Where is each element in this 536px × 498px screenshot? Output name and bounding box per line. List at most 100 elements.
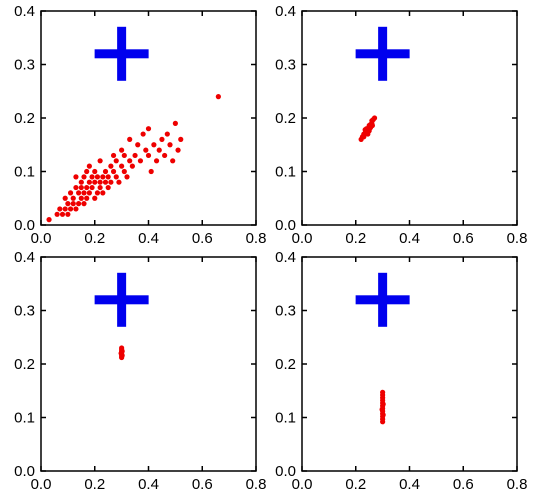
scatter-point xyxy=(62,195,68,201)
x-tick-label: 0.0 xyxy=(31,476,52,493)
x-tick-label: 0.8 xyxy=(507,230,528,247)
scatter-point xyxy=(92,168,98,175)
scatter-point xyxy=(46,217,52,223)
scatter-point xyxy=(178,136,184,142)
y-tick-label: 0.4 xyxy=(14,249,35,266)
scatter-point xyxy=(379,406,385,413)
y-tick-label: 0.3 xyxy=(14,303,35,320)
x-tick-label: 0.4 xyxy=(138,230,159,247)
y-tick-label: 0.0 xyxy=(275,217,296,234)
plot-frame xyxy=(40,10,257,226)
scatter-point xyxy=(102,179,109,185)
scatter-point xyxy=(97,179,103,185)
y-tick-label: 0.4 xyxy=(275,3,296,20)
scatter-point xyxy=(102,168,109,175)
scatter-point xyxy=(137,158,144,164)
scatter-point xyxy=(121,152,127,159)
scatter-point xyxy=(162,152,168,159)
x-tick-label: 0.2 xyxy=(345,476,366,493)
scatter-point xyxy=(59,211,66,217)
scatter-point xyxy=(129,163,135,169)
chart-panel-2: 0.0 0.2 0.4 0.6 0.8 0.0 0.1 0.2 0.3 0.4 xyxy=(275,3,527,247)
scatter-point xyxy=(86,179,92,185)
chart-panel-3: 0.0 0.2 0.4 0.6 0.8 0.0 0.1 0.2 0.3 0.4 xyxy=(14,249,266,493)
y-tick-label: 0.3 xyxy=(275,57,296,74)
scatter-point xyxy=(78,179,84,185)
plus-marker-vertical xyxy=(117,26,127,81)
x-tick-label: 0.0 xyxy=(31,230,52,247)
scatter-point xyxy=(156,147,162,153)
scatter-point xyxy=(127,158,133,164)
x-tick-label: 0.6 xyxy=(192,230,213,247)
scatter-point xyxy=(151,142,157,148)
y-tick-label: 0.3 xyxy=(14,57,35,74)
x-tick-label: 0.6 xyxy=(453,476,474,493)
scatter-point xyxy=(127,136,133,142)
scatter-point xyxy=(94,174,101,180)
y-tick-label: 0.4 xyxy=(275,249,296,266)
scatter-point xyxy=(78,184,84,191)
scatter-point xyxy=(145,126,152,132)
scatter-point xyxy=(97,184,103,191)
scatter-point xyxy=(73,184,79,191)
plus-marker-icon xyxy=(94,272,149,327)
scatter-point xyxy=(105,184,111,191)
scatter-point xyxy=(116,179,122,185)
scatter-point xyxy=(54,211,60,217)
scatter-point xyxy=(361,134,367,140)
x-tick-label: 0.6 xyxy=(453,230,474,247)
y-tick-label: 0.1 xyxy=(14,410,35,427)
scatter-point xyxy=(170,158,176,164)
plus-marker-vertical xyxy=(378,26,388,81)
x-tick-label: 0.4 xyxy=(399,230,420,247)
scatter-point xyxy=(175,147,181,153)
x-tick-label: 0.8 xyxy=(507,476,528,493)
scatter-point xyxy=(148,168,154,175)
scatter-point xyxy=(369,122,376,129)
scatter-point xyxy=(81,201,87,207)
y-tick-label: 0.1 xyxy=(275,164,296,181)
scatter-point xyxy=(94,190,101,196)
scatter-point xyxy=(84,168,90,175)
scatter-point xyxy=(76,190,82,196)
scatter-point xyxy=(57,206,63,212)
scatter-point xyxy=(73,206,79,212)
scatter-point xyxy=(153,158,160,164)
plot-frame xyxy=(301,256,518,472)
scatter-point xyxy=(121,168,127,175)
scatter-point xyxy=(159,136,165,142)
scatter-point xyxy=(113,158,119,164)
scatter-point xyxy=(78,195,84,201)
scatter-point xyxy=(89,184,95,191)
plus-marker-icon xyxy=(94,26,149,81)
scatter-point xyxy=(86,163,92,169)
y-tick-label: 0.2 xyxy=(14,356,35,373)
scatter-point xyxy=(167,142,173,148)
scatter-point xyxy=(67,190,74,196)
plus-marker-icon xyxy=(355,272,410,327)
x-tick-label: 0.2 xyxy=(84,230,105,247)
plot-frame xyxy=(40,256,257,472)
scatter-point xyxy=(73,174,79,180)
plus-marker-vertical xyxy=(117,272,127,327)
scatter-point xyxy=(84,195,90,201)
scatter-point xyxy=(113,174,119,180)
scatter-point xyxy=(76,201,82,207)
y-tick-label: 0.3 xyxy=(275,303,296,320)
scatter-point xyxy=(70,195,76,201)
x-tick-label: 0.6 xyxy=(192,476,213,493)
scatter-point xyxy=(132,152,138,159)
x-tick-label: 0.8 xyxy=(246,230,267,247)
y-tick-label: 0.4 xyxy=(14,3,35,20)
scatter-point xyxy=(143,147,149,153)
scatter-point xyxy=(70,201,76,207)
scatter-point xyxy=(135,142,141,148)
scatter-point xyxy=(380,401,386,407)
scatter-point xyxy=(92,179,98,185)
chart-panel-4: 0.0 0.2 0.4 0.6 0.8 0.0 0.1 0.2 0.3 0.4 xyxy=(275,249,527,493)
scatter-point xyxy=(164,131,170,137)
scatter-point xyxy=(371,115,378,121)
x-tick-label: 0.4 xyxy=(138,476,159,493)
scatter-point xyxy=(65,201,71,207)
